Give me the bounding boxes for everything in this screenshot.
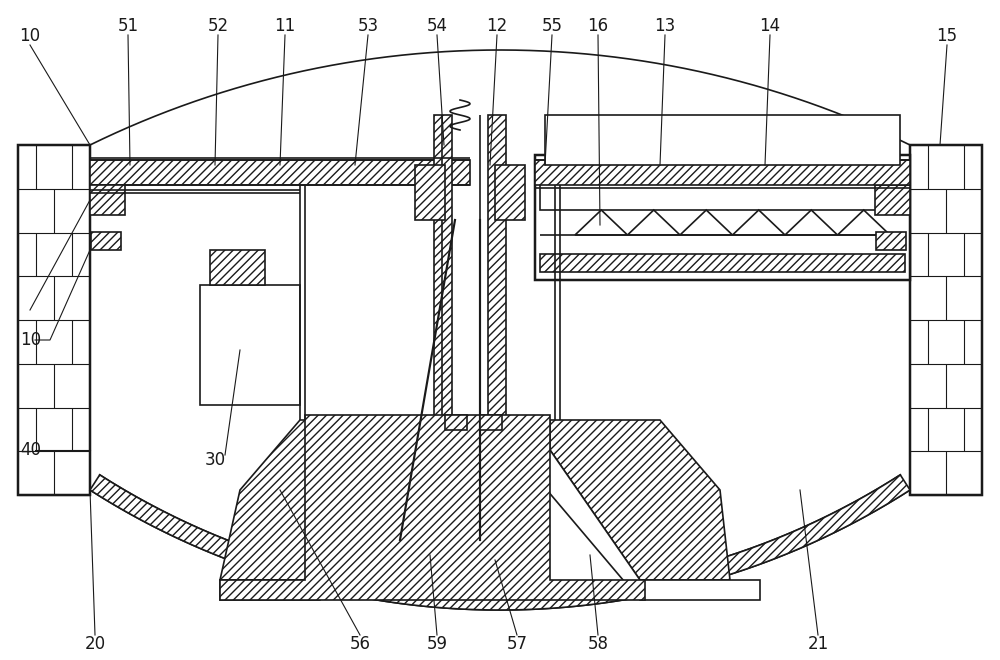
- Text: 10: 10: [20, 331, 41, 349]
- Text: 21: 21: [807, 635, 829, 653]
- Text: 52: 52: [207, 17, 229, 35]
- Text: 55: 55: [542, 17, 562, 35]
- Text: 58: 58: [588, 635, 608, 653]
- Text: 56: 56: [350, 635, 370, 653]
- Bar: [545, 115, 900, 165]
- Text: 12: 12: [486, 17, 508, 35]
- Bar: [540, 170, 905, 210]
- Polygon shape: [785, 210, 838, 235]
- Bar: [434, 115, 452, 450]
- Bar: [90, 160, 470, 185]
- Bar: [535, 160, 910, 185]
- Polygon shape: [838, 210, 890, 235]
- Polygon shape: [575, 210, 628, 235]
- Text: 20: 20: [84, 635, 106, 653]
- Text: 40: 40: [20, 441, 41, 459]
- Text: 51: 51: [117, 17, 139, 35]
- Bar: [480, 415, 502, 430]
- Text: 11: 11: [274, 17, 296, 35]
- Bar: [910, 145, 982, 495]
- Bar: [540, 254, 905, 272]
- Text: 57: 57: [507, 635, 528, 653]
- Polygon shape: [220, 420, 390, 580]
- PathPatch shape: [90, 475, 910, 610]
- Polygon shape: [628, 210, 680, 235]
- Text: 30: 30: [205, 451, 226, 469]
- Bar: [876, 232, 906, 250]
- Bar: [91, 232, 121, 250]
- Text: 14: 14: [759, 17, 781, 35]
- Polygon shape: [732, 210, 785, 235]
- Bar: [488, 115, 506, 450]
- Bar: [415, 165, 445, 220]
- Bar: [535, 155, 910, 280]
- Bar: [445, 415, 467, 430]
- Text: 53: 53: [357, 17, 379, 35]
- Text: 54: 54: [426, 17, 448, 35]
- Text: 59: 59: [426, 635, 448, 653]
- Text: 10: 10: [19, 27, 41, 45]
- Bar: [875, 185, 910, 215]
- Polygon shape: [220, 450, 760, 600]
- Bar: [200, 285, 300, 405]
- Polygon shape: [550, 420, 730, 580]
- Bar: [210, 250, 265, 285]
- Text: 16: 16: [587, 17, 609, 35]
- Polygon shape: [680, 210, 732, 235]
- Text: 15: 15: [936, 27, 958, 45]
- Bar: [90, 185, 125, 215]
- Polygon shape: [220, 415, 645, 600]
- Bar: [18, 145, 90, 495]
- Bar: [495, 165, 525, 220]
- Text: 13: 13: [654, 17, 676, 35]
